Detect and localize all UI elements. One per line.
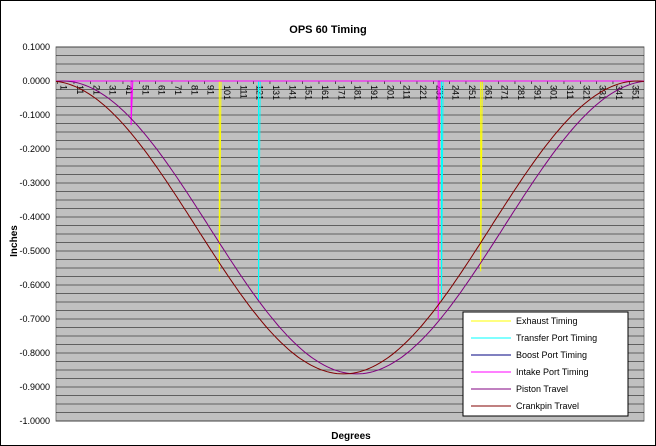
plot-area: 0.1000 0.0000 -0.1000 -0.2000 -0.3000 -0.4000… [19,42,645,426]
x-tick-label: 171 [336,85,346,100]
y-axis-ticks: 0.1000 0.0000 -0.1000 -0.2000 -0.3000 -0.4000… [19,42,50,426]
x-tick-label: 221 [418,85,428,100]
x-tick-label: 11 [75,85,85,94]
x-tick-label: 301 [549,85,559,100]
x-tick-label: 331 [598,85,608,100]
x-tick-label: 141 [287,85,297,100]
y-tick-label: -0.3000 [19,178,50,188]
x-tick-label: 311 [565,85,575,99]
x-tick-label: 241 [451,85,461,100]
x-tick-label: 281 [516,85,526,100]
x-tick-label: 41 [124,85,134,95]
x-tick-label: 91 [206,85,216,95]
x-tick-label: 261 [483,85,493,100]
x-tick-label: 351 [630,85,640,100]
x-tick-label: 291 [532,85,542,100]
y-tick-label: 0.1000 [22,42,50,52]
series-crankpin-travel [55,80,645,375]
y-tick-label: -0.5000 [19,246,50,256]
legend-entry: Piston Travel [516,384,568,394]
y-tick-label: -0.8000 [19,348,50,358]
x-tick-label: 201 [385,85,395,100]
legend-entry: Crankpin Travel [516,401,579,411]
x-tick-label: 211 [402,85,412,99]
legend: Exhaust Timing Transfer Port Timing Boost … [462,311,629,417]
x-tick-label: 251 [467,85,477,100]
x-tick-label: 51 [140,85,150,95]
y-tick-label: -0.9000 [19,382,50,392]
series-intake-port-timing [56,80,644,320]
x-axis-title: Degrees [331,431,371,442]
legend-entry: Transfer Port Timing [516,333,597,343]
x-tick-label: 191 [369,85,379,100]
y-tick-label: 0.0000 [22,76,50,86]
y-tick-label: -1.0000 [19,416,50,426]
series-lines [55,80,645,375]
x-tick-label: 111 [238,85,248,99]
y-tick-label: -0.4000 [19,212,50,222]
legend-box [462,311,629,417]
y-tick-label: -0.6000 [19,280,50,290]
y-tick-label: -0.7000 [19,314,50,324]
y-tick-label: -0.1000 [19,110,50,120]
x-tick-label: 131 [271,85,281,100]
x-tick-label: 271 [500,85,510,100]
x-tick-label: 31 [108,85,118,95]
x-axis-ticks: 1 11 21 31 41 51 61 71 81 91 101 111 121 131 141 151 161… [57,81,640,100]
y-axis-title: Inches [9,225,20,257]
legend-entry: Intake Port Timing [516,367,589,377]
legend-entry: Boost Port Timing [516,350,587,360]
x-tick-label: 101 [222,85,232,100]
x-tick-label: 161 [320,85,330,100]
x-tick-label: 151 [304,85,314,100]
chart-title: OPS 60 Timing [289,24,366,36]
y-tick-label: -0.2000 [19,144,50,154]
x-tick-label: 81 [189,85,199,95]
legend-entry: Exhaust Timing [516,316,578,326]
x-tick-label: 181 [353,85,363,100]
x-tick-label: 341 [614,85,624,100]
x-tick-label: 321 [581,85,591,100]
x-tick-label: 1 [59,85,69,90]
x-tick-label: 61 [157,85,167,95]
x-tick-label: 71 [173,85,183,95]
